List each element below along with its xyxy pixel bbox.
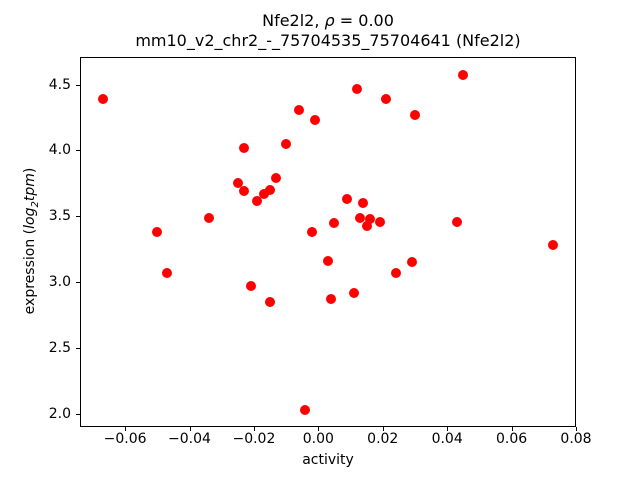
data-point — [323, 256, 333, 267]
data-point — [245, 281, 256, 292]
data-point — [342, 194, 353, 205]
data-point — [380, 94, 391, 105]
y-label-suffix: ) — [22, 167, 38, 174]
data-point — [348, 287, 359, 298]
x-tick-mark — [511, 427, 513, 431]
data-point — [252, 195, 263, 206]
data-point — [310, 115, 321, 126]
y-label-log: log — [22, 207, 38, 229]
data-point — [281, 138, 292, 149]
data-point — [265, 184, 276, 195]
chart-subtitle: mm10_v2_chr2_-_75704535_75704641 (Nfe2l2… — [135, 31, 521, 50]
title-gene: Nfe2l2, — [262, 11, 325, 30]
data-point — [152, 227, 163, 238]
data-point — [239, 142, 250, 153]
x-tick-label: −0.04 — [168, 431, 211, 447]
data-point — [258, 188, 269, 199]
plot-area — [80, 57, 576, 427]
data-point — [390, 267, 401, 278]
data-point — [271, 173, 282, 184]
y-label-tpm: tpm — [22, 173, 38, 202]
data-point — [203, 212, 214, 223]
data-point — [265, 296, 276, 307]
y-tick-mark — [76, 150, 80, 152]
data-point — [548, 240, 559, 251]
data-point — [294, 104, 304, 115]
y-tick-label: 4.0 — [48, 142, 71, 159]
title-rho-value: = 0.00 — [334, 11, 394, 30]
y-tick-label: 2.0 — [48, 405, 71, 422]
data-point — [451, 216, 462, 227]
data-point — [361, 220, 372, 231]
data-point — [161, 267, 172, 278]
data-point — [364, 213, 375, 224]
x-tick-label: 0.00 — [302, 431, 334, 447]
y-tick-label: 2.5 — [48, 339, 71, 356]
data-point — [358, 198, 369, 209]
data-point — [406, 257, 417, 268]
y-axis-label: expression (log2tpm) — [22, 167, 41, 315]
x-axis-label: activity — [302, 452, 354, 468]
y-tick-label: 3.5 — [48, 208, 71, 225]
data-point — [232, 178, 243, 189]
x-tick-mark — [318, 427, 320, 431]
y-tick-mark — [76, 282, 80, 284]
chart-title: Nfe2l2, ρ = 0.00 mm10_v2_chr2_-_75704535… — [80, 11, 576, 51]
data-point — [458, 70, 469, 81]
data-point — [326, 294, 337, 305]
x-tick-label: 0.08 — [560, 431, 592, 447]
x-tick-label: −0.02 — [232, 431, 276, 447]
data-point — [351, 83, 362, 94]
data-point — [300, 404, 311, 415]
y-tick-label: 3.0 — [48, 274, 71, 291]
y-tick-label: 4.5 — [48, 76, 71, 93]
x-tick-label: 0.04 — [431, 431, 463, 447]
data-point — [355, 212, 366, 223]
x-tick-mark — [125, 427, 127, 431]
data-point — [239, 186, 250, 197]
data-point — [329, 217, 340, 228]
y-label-prefix: expression ( — [22, 228, 38, 315]
y-tick-mark — [76, 413, 80, 415]
x-tick-mark — [382, 427, 384, 431]
y-tick-mark — [76, 216, 80, 218]
rho-symbol: ρ — [324, 11, 335, 30]
x-tick-label: 0.02 — [367, 431, 399, 447]
x-tick-label: 0.06 — [495, 431, 528, 447]
data-point — [409, 109, 420, 120]
x-tick-mark — [189, 427, 191, 431]
x-tick-label: −0.06 — [103, 431, 147, 447]
y-tick-mark — [76, 347, 80, 349]
data-point — [97, 94, 108, 105]
x-tick-mark — [576, 427, 577, 431]
x-tick-mark — [447, 427, 449, 431]
chart-title-line1: Nfe2l2, ρ = 0.00 — [80, 11, 576, 31]
x-tick-mark — [253, 427, 255, 431]
data-point — [306, 227, 317, 238]
y-tick-mark — [76, 84, 80, 86]
data-point — [374, 216, 385, 227]
y-label-subscript: 2 — [29, 201, 41, 208]
